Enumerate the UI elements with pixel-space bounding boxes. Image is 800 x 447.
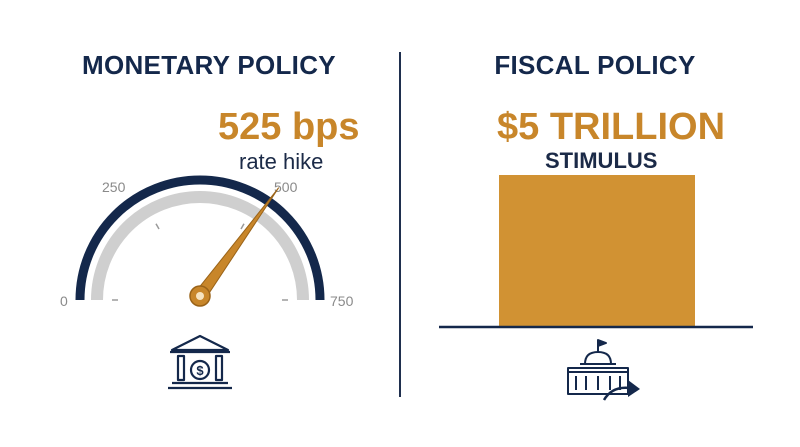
fiscal-headline: $5 TRILLION	[497, 106, 726, 148]
gauge-ticks	[112, 223, 288, 301]
gauge-label-250: 250	[102, 179, 126, 195]
capitol-arrow-icon	[567, 339, 640, 401]
monetary-headline: 525 bps	[218, 106, 360, 148]
gauge-label-750: 750	[330, 293, 354, 309]
gauge-inner-track	[91, 191, 309, 301]
monetary-subline: rate hike	[239, 149, 324, 174]
stimulus-bar	[499, 175, 695, 327]
panel-divider	[399, 52, 401, 397]
gauge-label-500: 500	[274, 179, 298, 195]
monetary-title: MONETARY POLICY	[82, 50, 336, 80]
bank-icon: $	[168, 334, 232, 390]
gauge-outer-arc	[75, 175, 325, 301]
gauge-tick	[155, 223, 160, 230]
fiscal-subline: STIMULUS	[545, 148, 658, 173]
gauge-tick	[240, 223, 245, 230]
svg-text:$: $	[196, 363, 204, 378]
gauge-label-0: 0	[60, 293, 68, 309]
fiscal-title: FISCAL POLICY	[494, 50, 696, 80]
gauge-needle	[189, 187, 280, 307]
